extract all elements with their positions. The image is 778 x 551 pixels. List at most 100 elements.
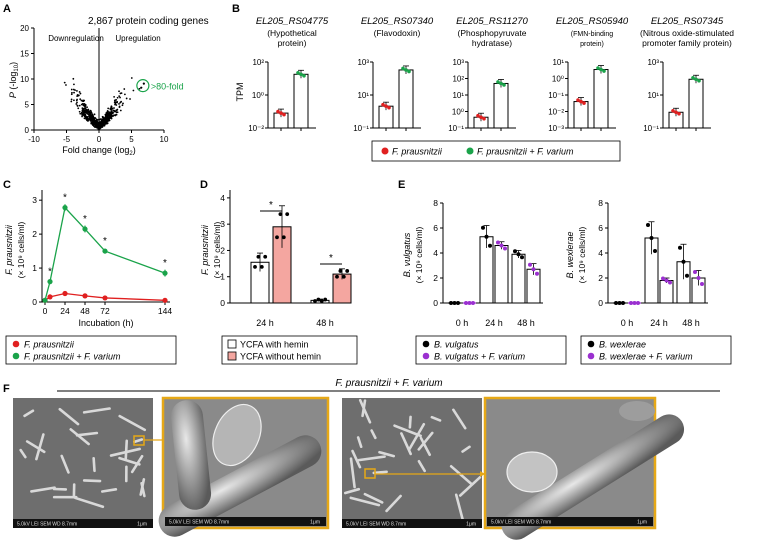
replicate-point — [653, 249, 657, 253]
x-category-label: 24 h — [485, 318, 503, 328]
volcano-point — [103, 123, 106, 125]
bacterial-cell — [52, 495, 78, 499]
series-point — [102, 295, 108, 301]
replicate-point — [632, 301, 637, 305]
legend-label: B. wexlerae + F. varium — [599, 352, 693, 362]
legend-box — [415, 335, 567, 365]
y-tick-label: 8 — [433, 198, 438, 208]
replicate-point — [476, 113, 480, 118]
sem-zoom-image: 5.0kV LEI SEM WD 8.7mm 1μm — [483, 396, 685, 540]
replicate-point — [338, 269, 343, 273]
volcano-point — [79, 98, 82, 101]
legend-label: F. prausnitzii — [392, 147, 443, 157]
volcano-point — [95, 118, 98, 121]
bacterial-cell — [343, 487, 361, 495]
replicate-point — [535, 271, 539, 276]
bacterial-cell — [82, 407, 111, 414]
replicate-point — [582, 101, 586, 105]
bacterial-cell — [417, 431, 434, 451]
panel-label-d: D — [200, 179, 208, 191]
y-tick-label: 0 — [220, 298, 225, 308]
y-tick-label: 0 — [32, 297, 37, 307]
panel-e-legend: B. vulgatus B. vulgatus + F. varium — [415, 335, 567, 365]
volcano-point — [70, 93, 73, 96]
replicate-point — [502, 83, 506, 87]
bacterial-cell — [124, 439, 129, 460]
volcano-point — [78, 110, 81, 113]
volcano-point — [80, 112, 83, 115]
y-axis-label: B. wexlerae — [565, 231, 575, 278]
volcano-point — [140, 86, 143, 89]
panel-f: F F. prausnitzii + F. varium 5.0kV LEI SEM… — [3, 378, 720, 540]
replicate-point — [335, 274, 339, 279]
volcano-point — [96, 126, 99, 129]
bacterial-cell — [357, 455, 386, 462]
bacterial-rod — [158, 435, 322, 537]
gene-description: (Flavodoxin) — [374, 28, 421, 38]
volcano-point — [93, 121, 96, 124]
replicate-point — [636, 301, 640, 305]
replicate-point — [319, 299, 324, 303]
replicate-point — [467, 301, 472, 305]
volcano-point — [73, 83, 75, 86]
volcano-point — [142, 82, 145, 85]
x-tick-label: 0 — [43, 306, 48, 316]
legend-marker — [12, 352, 20, 360]
volcano-point — [84, 110, 86, 112]
panel-d: D 0 1 2 3 4 24 h 48 h * * F. prausnitzii (× 10⁹ cel… — [200, 179, 358, 365]
replicate-point — [579, 99, 583, 104]
replicate-point — [496, 80, 500, 84]
volcano-point — [119, 92, 122, 95]
series-point — [47, 279, 53, 285]
x-category-label: 0 h — [621, 318, 634, 328]
y-tick-label: 6 — [598, 223, 603, 233]
bacterial-cell — [454, 493, 464, 521]
volcano-point — [75, 103, 78, 105]
replicate-point — [323, 297, 328, 302]
replicate-point — [407, 69, 411, 74]
panel-label-e: E — [398, 179, 405, 191]
sem-overview-image: 5.0kV LEI SEM WD 8.7mm 1μm — [13, 398, 153, 528]
y-tick-label: 0 — [25, 126, 30, 135]
volcano-point — [83, 105, 86, 108]
volcano-point — [81, 102, 84, 105]
volcano-point — [81, 115, 83, 118]
tpm-bar — [688, 78, 704, 129]
y-axis-unit: (× 10⁹ cells/ml) — [16, 221, 26, 278]
tpm-bar — [493, 82, 509, 129]
y-tick-label: 1 — [32, 263, 37, 273]
replicate-point — [681, 259, 686, 264]
x-category-label: 48 h — [517, 318, 535, 328]
x-axis-label: Fold change (log2) — [62, 145, 135, 157]
replicate-point — [531, 267, 536, 272]
significance-mark: * — [48, 267, 52, 278]
volcano-point — [81, 110, 84, 113]
volcano-point — [79, 92, 82, 95]
y-tick-label: 20 — [20, 24, 29, 33]
bacterial-cell — [452, 408, 467, 430]
volcano-point — [107, 113, 110, 115]
vesicle — [212, 403, 262, 467]
volcano-point — [105, 111, 108, 114]
volcano-point — [80, 99, 83, 102]
legend-label: F. prausnitzii — [24, 340, 75, 350]
legend-marker — [587, 352, 595, 360]
tpm-legend: F. prausnitzii F. prausnitzii + F. varium — [371, 140, 621, 162]
volcano-point — [83, 99, 86, 102]
sem-info-bar — [165, 517, 326, 526]
bacterial-cell — [52, 487, 68, 491]
volcano-point — [76, 90, 78, 92]
y-tick-label: 10⁻¹ — [353, 124, 369, 133]
volcano-point — [100, 125, 103, 128]
bacterial-cell — [356, 436, 363, 449]
bacterial-cell — [130, 454, 144, 474]
y-tick-label: 0 — [433, 298, 438, 308]
bacterial-cell — [458, 475, 482, 497]
y-axis-unit: (× 10⁹ cells/ml) — [414, 226, 424, 283]
downregulation-label: Downregulation — [48, 34, 104, 43]
replicate-point — [341, 274, 346, 279]
y-tick-label: 4 — [220, 193, 225, 203]
x-tick-label: -10 — [28, 135, 40, 144]
replicate-point — [617, 301, 622, 305]
replicate-point — [685, 273, 689, 278]
